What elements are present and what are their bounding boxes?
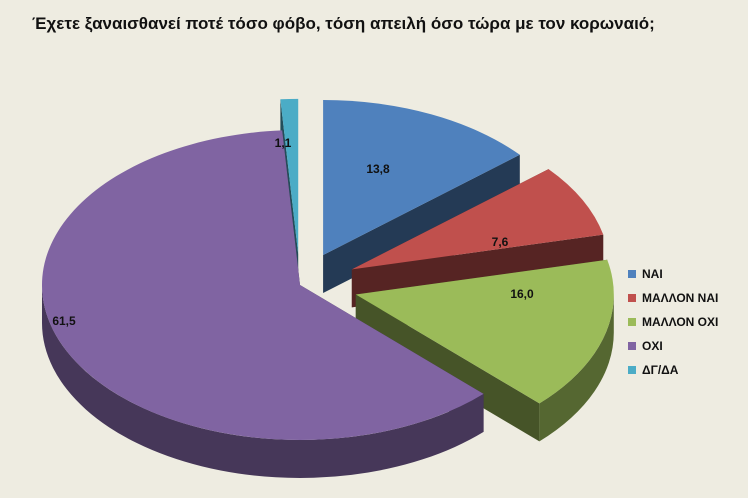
- slice-top-dg-da: [280, 98, 299, 254]
- pie-slice-mallon-oxi: [355, 259, 614, 442]
- legend-item-oxi: ΟΧΙ: [628, 334, 718, 358]
- legend-swatch-nai: [628, 270, 636, 278]
- legend-swatch-mallon-nai: [628, 294, 636, 302]
- legend-label-dg-da: ΔΓ/ΔΑ: [642, 363, 679, 377]
- legend-item-dg-da: ΔΓ/ΔΑ: [628, 358, 718, 382]
- data-label-mallon-oxi: 16,0: [510, 287, 534, 301]
- slice-wall-nai-1: [323, 154, 520, 294]
- legend-swatch-dg-da: [628, 366, 636, 374]
- legend-label-nai: ΝΑΙ: [642, 267, 663, 281]
- data-label-oxi: 61,5: [52, 314, 76, 328]
- slice-top-mallon-oxi: [355, 259, 614, 404]
- legend-item-nai: ΝΑΙ: [628, 262, 718, 286]
- data-label-dg-da: 1,1: [275, 136, 292, 150]
- legend-label-mallon-nai: ΜΑΛΛΟΝ ΝΑΙ: [642, 291, 719, 305]
- chart-title: Έχετε ξαναισθανεί ποτέ τόσο φόβο, τόση α…: [32, 14, 655, 33]
- legend-item-mallon-nai: ΜΑΛΛΟΝ ΝΑΙ: [628, 286, 718, 310]
- legend: ΝΑΙ ΜΑΛΛΟΝ ΝΑΙ ΜΑΛΛΟΝ ΟΧΙ ΟΧΙ ΔΓ/ΔΑ: [628, 262, 718, 382]
- slice-rim-mallon-oxi: [539, 294, 614, 442]
- slice-wall-mallon-oxi-1: [355, 294, 540, 442]
- pie-slice-nai: [323, 100, 520, 294]
- pie-slice-oxi: [42, 130, 484, 478]
- data-label-mallon-nai: 7,6: [492, 235, 509, 249]
- legend-label-oxi: ΟΧΙ: [642, 339, 663, 353]
- slice-rim-oxi: [42, 285, 484, 478]
- data-label-nai: 13,8: [366, 162, 390, 176]
- slice-top-nai: [323, 100, 520, 256]
- slice-top-oxi: [42, 130, 484, 440]
- legend-swatch-oxi: [628, 342, 636, 350]
- legend-swatch-mallon-oxi: [628, 318, 636, 326]
- legend-item-mallon-oxi: ΜΑΛΛΟΝ ΟΧΙ: [628, 310, 718, 334]
- slice-top-mallon-nai: [351, 169, 604, 270]
- legend-label-mallon-oxi: ΜΑΛΛΟΝ ΟΧΙ: [642, 315, 719, 329]
